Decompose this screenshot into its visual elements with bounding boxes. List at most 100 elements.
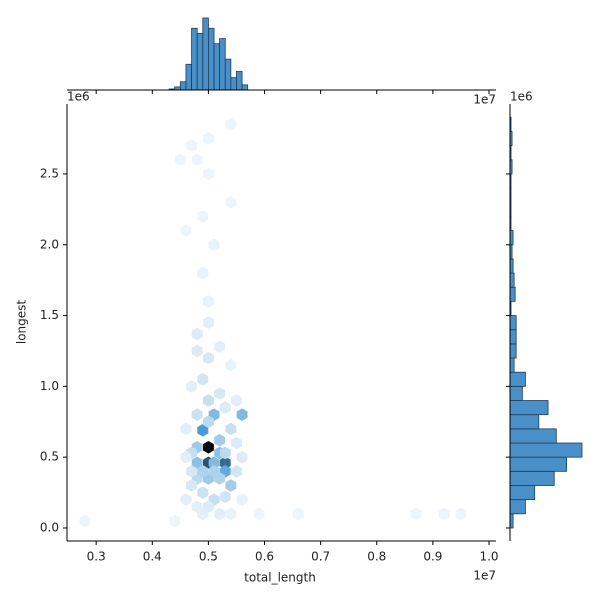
x-tick-label: 0.8 bbox=[367, 550, 386, 564]
top-hist-bar bbox=[241, 84, 249, 91]
right-hist-bar bbox=[509, 442, 583, 458]
x-tick-label: 0.9 bbox=[423, 550, 442, 564]
x-tick-label: 0.3 bbox=[87, 550, 106, 564]
hexbin bbox=[219, 456, 231, 470]
right-hist-bar bbox=[509, 343, 517, 359]
hexbin bbox=[214, 340, 226, 353]
x-axis-label: total_length bbox=[244, 571, 316, 585]
hexbin bbox=[231, 436, 242, 450]
hexbin bbox=[191, 153, 203, 167]
hexbin bbox=[225, 358, 237, 372]
hexbin bbox=[174, 153, 186, 167]
hexbin bbox=[214, 507, 226, 521]
top-hist-bar bbox=[219, 38, 226, 91]
hexbin bbox=[225, 479, 237, 492]
hexbin bbox=[180, 493, 192, 506]
hexbin bbox=[203, 394, 214, 407]
x-offset-label: 1e7 bbox=[473, 569, 496, 583]
hexbin bbox=[203, 316, 214, 329]
hexbin bbox=[191, 408, 203, 421]
hexbin bbox=[169, 514, 181, 528]
hexbin bbox=[214, 387, 226, 400]
hexbin bbox=[236, 408, 248, 421]
right-hist-bar bbox=[509, 329, 517, 345]
hexbin bbox=[203, 500, 214, 513]
hexbin bbox=[219, 446, 231, 460]
top-hist-bar bbox=[208, 27, 215, 91]
y-tick-label: 2.5 bbox=[40, 166, 59, 180]
hexbin bbox=[203, 167, 214, 181]
hexbin bbox=[197, 486, 209, 499]
x-tick-label: 1.0 bbox=[479, 550, 498, 564]
right-hist-bar bbox=[509, 428, 557, 444]
hexbin bbox=[253, 507, 265, 521]
y-tick-label: 1.0 bbox=[40, 379, 59, 393]
right-hist-bar bbox=[509, 414, 540, 430]
hexbin bbox=[186, 380, 197, 393]
hexbin bbox=[231, 465, 242, 478]
hexbin bbox=[79, 514, 91, 528]
hexbin bbox=[186, 479, 197, 492]
hexbin bbox=[225, 507, 237, 521]
x-tick-label: 0.5 bbox=[199, 550, 218, 564]
right-hist-bar bbox=[509, 485, 536, 501]
hexbin bbox=[231, 394, 242, 407]
top-hist-bar bbox=[224, 58, 232, 91]
x-tick-label: 0.4 bbox=[143, 550, 162, 564]
hexbin bbox=[203, 132, 214, 145]
right-hist-bar bbox=[509, 499, 526, 515]
hexbin bbox=[203, 351, 214, 365]
top-hist-bar bbox=[236, 71, 243, 91]
top-x-offset-label: 1e7 bbox=[473, 93, 496, 107]
top-hist-bar bbox=[213, 43, 221, 91]
right-hist-bar bbox=[509, 456, 567, 472]
right-y-offset-label: 1e6 bbox=[510, 90, 533, 104]
top-hist-bar bbox=[202, 17, 209, 91]
right-hist-bar bbox=[509, 385, 523, 401]
top-hist-bar bbox=[179, 81, 187, 91]
hexbin bbox=[191, 456, 203, 470]
y-tick-label: 0.5 bbox=[40, 450, 59, 464]
hexbin bbox=[438, 507, 450, 521]
top-hist-bar bbox=[185, 63, 192, 91]
y-tick-label: 2.0 bbox=[40, 237, 59, 251]
right-hist-bar bbox=[509, 371, 526, 387]
hexbin bbox=[191, 344, 203, 358]
x-tick-label: 0.7 bbox=[311, 550, 330, 564]
hexbin bbox=[208, 238, 220, 252]
hexbin bbox=[203, 415, 214, 429]
hexbin bbox=[236, 450, 248, 464]
top-hist-bar bbox=[230, 77, 237, 91]
hexbin bbox=[225, 422, 237, 436]
right-hist-bar bbox=[509, 470, 555, 486]
hexbin bbox=[292, 507, 304, 521]
hexbin bbox=[219, 490, 231, 504]
hexbin bbox=[197, 424, 209, 437]
hexbin bbox=[208, 465, 220, 478]
hexbin bbox=[197, 465, 209, 478]
hexbin bbox=[208, 456, 220, 470]
hexbin bbox=[410, 507, 422, 521]
hexbin bbox=[191, 327, 203, 341]
hexbin bbox=[180, 224, 192, 237]
hexbin bbox=[191, 500, 203, 513]
right-hist-bar bbox=[509, 286, 516, 302]
right-hist-bar bbox=[509, 272, 515, 288]
top-hist-bar bbox=[196, 33, 204, 91]
hexbin bbox=[197, 373, 209, 386]
hexbin bbox=[225, 196, 237, 209]
hexbin bbox=[197, 210, 209, 223]
right-hist-bar bbox=[509, 315, 517, 331]
hexbin bbox=[203, 295, 214, 308]
y-tick-label: 0.0 bbox=[40, 520, 59, 534]
y-offset-label: 1e6 bbox=[67, 90, 90, 104]
hexbin bbox=[455, 507, 467, 521]
hexbin bbox=[197, 266, 209, 280]
hexbin bbox=[214, 433, 226, 447]
hexbin bbox=[186, 465, 197, 478]
hexbin bbox=[186, 139, 197, 152]
hexbin bbox=[203, 441, 214, 454]
hexbin bbox=[236, 493, 248, 506]
right-hist-bar bbox=[509, 357, 515, 373]
y-axis-label: longest bbox=[15, 300, 29, 345]
